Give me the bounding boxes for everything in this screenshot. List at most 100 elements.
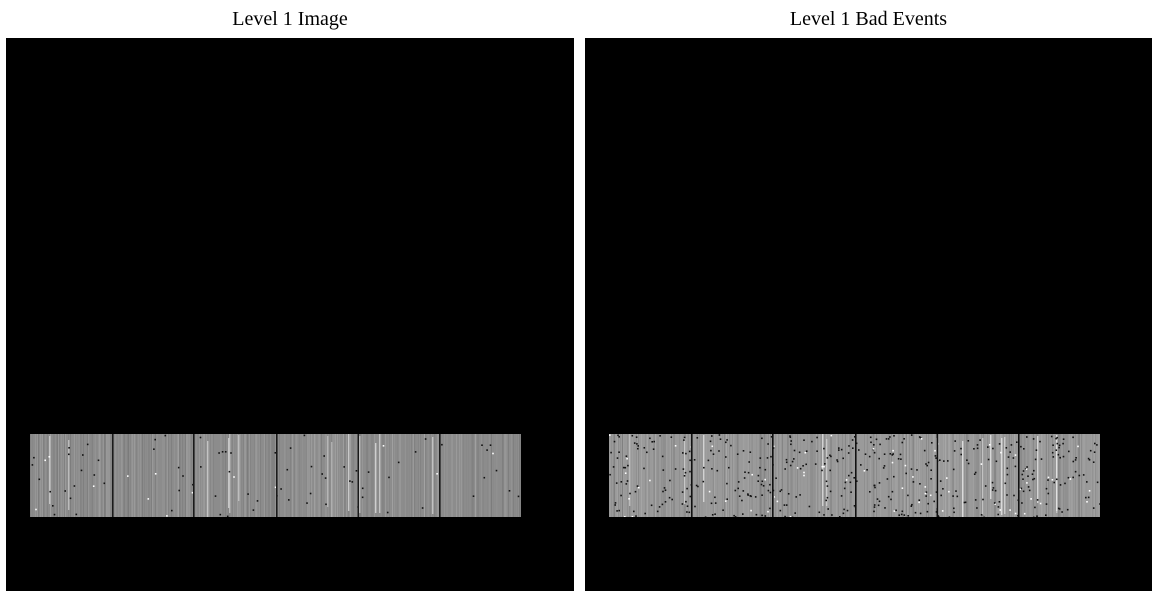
speckle [53, 513, 56, 516]
noise-column [355, 434, 356, 517]
noise-column [864, 434, 865, 517]
speckle [671, 498, 673, 501]
speckle [839, 516, 841, 517]
speckle [289, 447, 292, 449]
speckle [900, 458, 902, 460]
speckle [492, 452, 494, 455]
speckle [1088, 490, 1091, 492]
speckle [1023, 448, 1025, 450]
noise-column [365, 434, 366, 517]
speckle [769, 491, 772, 494]
speckle [872, 448, 875, 450]
noise-column [185, 434, 186, 517]
noise-column [673, 434, 674, 517]
speckle [681, 503, 684, 505]
speckle [870, 441, 872, 444]
chip-gap [276, 434, 278, 517]
noise-column [778, 434, 779, 517]
noise-column [425, 434, 426, 517]
noise-column [959, 434, 960, 517]
noise-column [274, 434, 275, 517]
noise-column [257, 434, 258, 517]
speckle [816, 436, 818, 439]
speckle [669, 479, 671, 482]
speckle [850, 471, 853, 474]
noise-column [107, 434, 108, 517]
bright-streak [1001, 438, 1003, 515]
noise-column [39, 434, 40, 517]
speckle [638, 486, 640, 489]
speckle [1032, 438, 1035, 440]
speckle [230, 452, 232, 454]
speckle [784, 468, 786, 470]
noise-column [152, 434, 153, 517]
speckle [918, 501, 920, 504]
speckle [1053, 481, 1055, 484]
noise-column [306, 434, 307, 517]
noise-column [909, 434, 910, 517]
speckle [973, 473, 976, 475]
speckle [617, 434, 619, 437]
speckle [1033, 469, 1035, 472]
noise-column [366, 434, 367, 517]
speckle [769, 507, 771, 510]
noise-column [245, 434, 246, 517]
speckle [785, 458, 788, 461]
noise-column [188, 434, 189, 517]
speckle [31, 464, 34, 466]
speckle [747, 471, 750, 474]
speckle [1022, 470, 1025, 472]
speckle [1024, 468, 1027, 470]
noise-column [986, 434, 987, 517]
noise-column [1080, 434, 1081, 517]
speckle [920, 438, 923, 440]
speckle [726, 498, 728, 500]
speckle [1016, 441, 1018, 443]
noise-column [790, 434, 791, 517]
speckle [1020, 487, 1023, 490]
noise-column [875, 434, 876, 517]
speckle [1069, 478, 1072, 480]
noise-column [994, 434, 995, 517]
speckle [728, 466, 730, 469]
noise-column [872, 434, 873, 517]
noise-column [745, 434, 746, 517]
noise-column [946, 434, 947, 517]
speckle [794, 512, 796, 514]
speckle [695, 484, 698, 487]
noise-column [124, 434, 125, 517]
speckle [725, 441, 727, 444]
noise-column [828, 434, 829, 517]
noise-column [933, 434, 934, 517]
noise-column [458, 434, 459, 517]
noise-column [728, 434, 729, 517]
noise-column [1002, 434, 1003, 517]
noise-column [70, 434, 71, 517]
speckle [737, 481, 740, 483]
speckle [228, 470, 231, 473]
speckle [1061, 511, 1063, 513]
noise-column [748, 434, 749, 517]
speckle [1074, 459, 1077, 461]
noise-column [897, 434, 898, 517]
noise-column [459, 434, 460, 517]
bright-streak [49, 436, 51, 504]
speckle [388, 476, 390, 479]
noise-column [663, 434, 664, 517]
speckle [1030, 498, 1032, 500]
speckle [662, 490, 664, 493]
noise-column [420, 434, 421, 517]
speckle [656, 510, 659, 513]
speckle [711, 468, 713, 470]
noise-column [212, 434, 213, 517]
noise-column [998, 434, 999, 517]
noise-column [927, 434, 928, 517]
speckle [878, 500, 881, 503]
speckle [919, 436, 922, 439]
noise-column [726, 434, 727, 517]
speckle [891, 490, 894, 493]
noise-column [447, 434, 448, 517]
speckle [508, 490, 511, 492]
speckle [663, 487, 666, 489]
speckle [324, 477, 327, 479]
